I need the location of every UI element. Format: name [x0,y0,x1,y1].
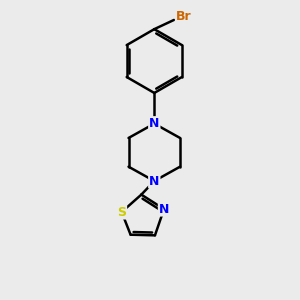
Text: N: N [159,202,169,216]
Text: N: N [149,175,160,188]
Text: Br: Br [176,11,192,23]
Text: S: S [117,206,126,218]
Text: N: N [149,117,160,130]
